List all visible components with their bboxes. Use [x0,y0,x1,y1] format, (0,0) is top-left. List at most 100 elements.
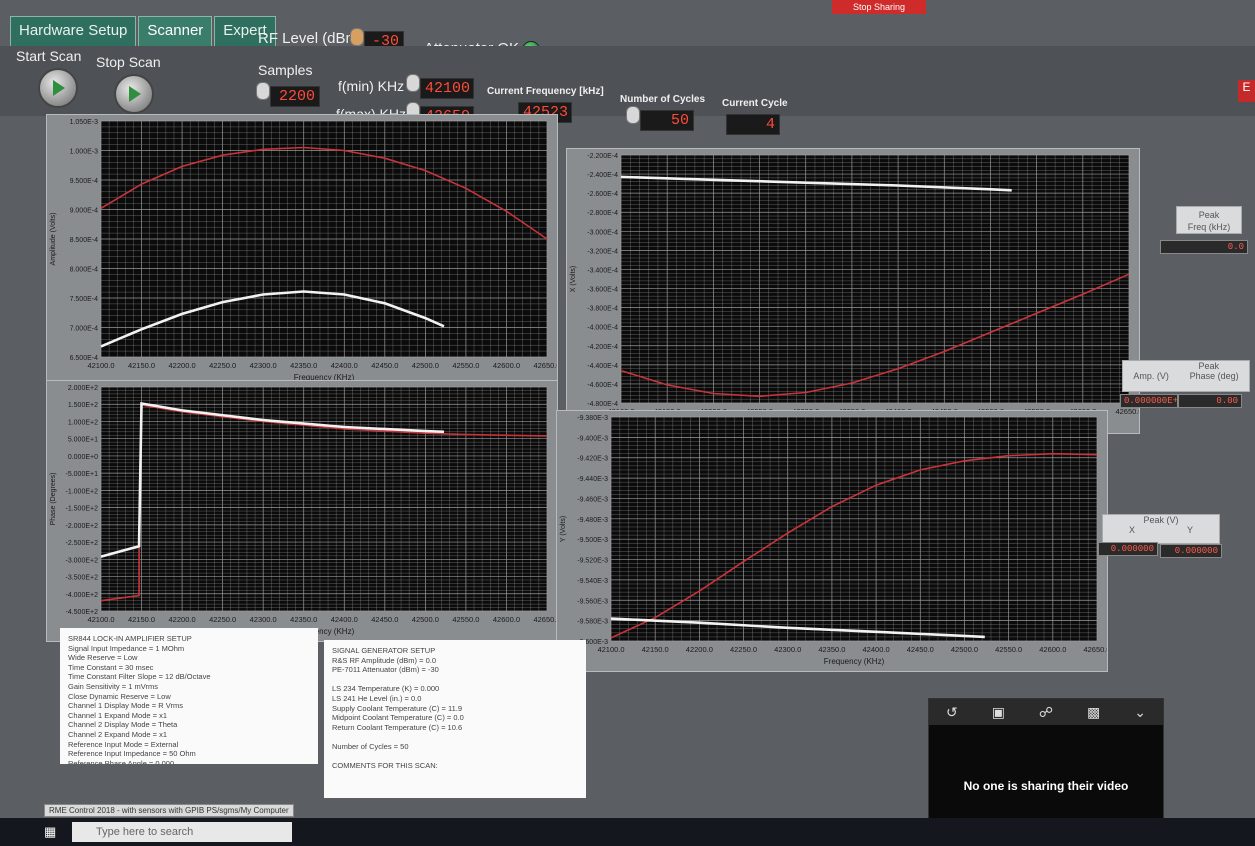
x-tick-label: 42500.0 [412,615,439,624]
y-tick-label: -1.000E+2 [66,488,99,495]
peak-amp-value: 0.000000E+0 [1120,394,1183,408]
y-tick-label: -9.420E-3 [577,456,608,463]
num-cycles-value[interactable]: 50 [640,110,694,131]
red-trace [100,146,548,240]
current-cycle-value: 4 [726,114,780,135]
x-tick-label: 42200.0 [686,645,713,654]
y-tick-label: 6.500E-4 [70,355,99,362]
y-tick-label: -9.380E-3 [577,415,608,422]
y-axis-label: X (Volts) [570,266,577,292]
fmin-value[interactable]: 42100 [420,78,474,99]
y-axis-label: Amplitude (Volts) [50,213,57,266]
x-tick-label: 42400.0 [331,361,358,370]
y-tick-label: -9.400E-3 [577,435,608,442]
x-tick-label: 42450.0 [907,645,934,654]
y-tick-label: -4.500E+2 [66,609,99,616]
phase-graph-panel: 42100.0 42150.0 42200.0 42250.0 42300.0 42350… [46,380,558,642]
x-tick-label: 42300.0 [774,645,801,654]
white-trace [100,401,445,558]
y-tick-label: -2.600E-4 [587,191,618,198]
x-tick-label: 42400.0 [331,615,358,624]
y-axis-label: Y (Volts) [560,516,567,542]
peak-x-label: X [1128,525,1135,535]
x-tick-label: 42100.0 [597,645,624,654]
taskbar: ▦ Type here to search [0,818,1255,846]
mic-off-icon[interactable]: ☍ [1038,703,1054,720]
x-tick-label: 42500.0 [412,361,439,370]
y-tick-label: -2.800E-4 [587,210,618,217]
y-axis-label: Phase (Degrees) [50,473,57,526]
plot-area [621,155,1129,403]
tab-bar: Hardware Setup Scanner Expert [10,16,276,46]
back-icon[interactable]: ↺ [945,703,958,720]
fmin-knob[interactable] [406,74,420,92]
x-tick-label: 42650.0 [1115,407,1139,416]
taskbar-search-input[interactable]: Type here to search [72,822,292,842]
x-tick-label: 42450.0 [371,361,398,370]
x-graph[interactable]: 42100.042150.042200.042250.042300.042350… [567,149,1139,433]
tab-scanner[interactable]: Scanner [138,16,213,46]
y-tick-label: -3.200E-4 [587,248,618,255]
x-tick-label: 42450.0 [371,615,398,624]
video-message: No one is sharing their video [963,779,1129,793]
amplitude-graph[interactable]: 42100.0 42150.0 42200.0 42250.0 42300.0 42350… [47,115,557,387]
y-tick-label: 7.500E-4 [70,296,99,303]
samples-label: Samples [258,62,313,78]
samples-value[interactable]: 2200 [270,86,320,107]
x-tick-label: 42350.0 [290,361,317,370]
windows-start-icon[interactable]: ▦ [44,824,57,839]
y-tick-label: 8.000E-4 [70,267,99,274]
x-tick-label: 42550.0 [452,615,479,624]
stop-scan-label: Stop Scan [96,54,161,70]
y-graph-panel: 42100.0 42150.0 42200.0 42250.0 42300.0 42350… [556,410,1108,672]
peak-amp-label: Amp. (V) [1133,371,1169,381]
y-tick-label: 5.000E+1 [68,437,98,444]
rf-level-knob[interactable] [350,28,364,46]
y-tick-label: -9.460E-3 [577,496,608,503]
x-tick-label: 42550.0 [452,361,479,370]
peak-y-value: 0.000000 [1160,544,1222,558]
plot-area [101,387,547,611]
y-tick-label: 1.050E-3 [70,119,99,126]
y-tick-label: -2.000E+2 [66,523,99,530]
x-tick-label: 42350.0 [818,645,845,654]
x-tick-label: 42200.0 [169,615,196,624]
y-tick-label: -3.500E+2 [66,575,99,582]
samples-knob[interactable] [256,82,270,100]
tab-expert[interactable]: Expert [214,16,276,46]
phase-graph[interactable]: 42100.0 42150.0 42200.0 42250.0 42300.0 42350… [47,381,557,641]
y-tick-label: -3.400E-4 [587,267,618,274]
white-trace [610,617,985,639]
y-tick-label: 1.000E-3 [70,149,99,156]
x-tick-label: 42100.0 [87,361,114,370]
tab-hardware-setup[interactable]: Hardware Setup [10,16,137,46]
x-tick-label: 42150.0 [128,615,155,624]
peak-freq-value: 0.0 [1160,240,1248,254]
start-scan-button[interactable] [38,68,78,108]
red-trace [610,452,1098,639]
x-tick-label: 42300.0 [250,361,277,370]
white-trace [100,290,445,348]
x-tick-label: 42600.0 [1039,645,1066,654]
y-graph[interactable]: 42100.0 42150.0 42200.0 42250.0 42300.0 42350… [557,411,1107,671]
pop-out-icon[interactable]: ▩ [1087,703,1101,720]
x-tick-label: 42350.0 [290,615,317,624]
chevron-down-icon[interactable]: ⌄ [1134,703,1146,720]
num-cycles-knob[interactable] [626,106,640,124]
window-title[interactable]: RME Control 2018 - with sensors with GPI… [44,804,294,817]
camera-off-icon[interactable]: ▣ [991,703,1005,720]
stop-sharing-button[interactable]: Stop Sharing [832,0,926,14]
plot-area [611,417,1097,641]
peak-x-value: 0.000000 [1098,542,1158,556]
x-tick-label: 42200.0 [169,361,196,370]
rf-level-label: RF Level (dBm) [258,30,364,47]
x-axis-label: Frequency (KHz) [824,657,885,666]
y-tick-label: -3.000E-4 [587,229,618,236]
y-tick-label: -4.200E-4 [587,344,618,351]
stop-scan-button[interactable] [114,74,154,114]
x-graph-panel: 42100.042150.042200.042250.042300.042350… [566,148,1140,434]
y-tick-label: -2.500E+2 [66,540,99,547]
y-tick-label: -5.000E+1 [66,471,99,478]
num-cycles-label: Number of Cycles [620,94,706,105]
